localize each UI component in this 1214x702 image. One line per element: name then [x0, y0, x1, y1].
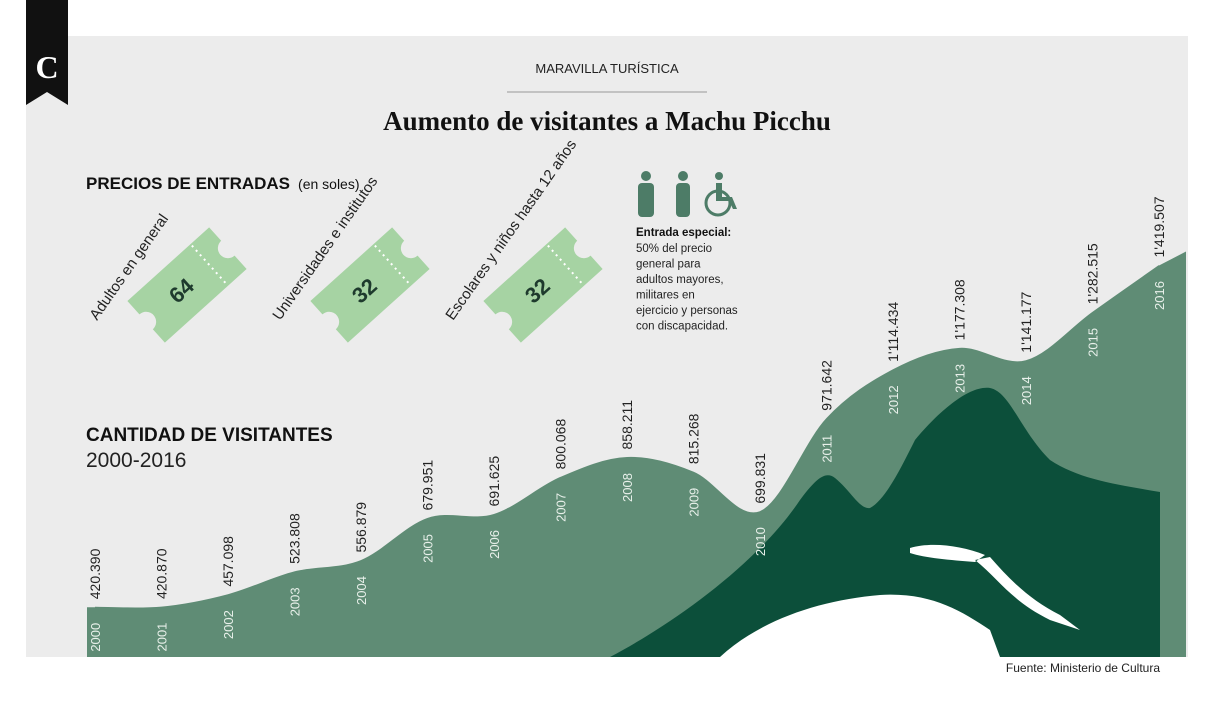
value-label: 679.951: [420, 460, 436, 511]
year-label: 2008: [620, 473, 635, 502]
year-label: 2013: [953, 364, 968, 393]
ticket: 64: [127, 227, 247, 343]
value-label: 1'177.308: [952, 279, 968, 340]
year-label: 2010: [753, 527, 768, 556]
special-line: con discapacidad.: [636, 321, 728, 333]
special-line: militares en: [636, 290, 695, 302]
value-label: 523.808: [287, 513, 303, 564]
special-line: general para: [636, 259, 701, 271]
special-line: adultos mayores,: [636, 274, 724, 286]
ticket-shape: [483, 227, 603, 343]
ticket-shape: [127, 227, 247, 343]
value-label: 457.098: [220, 536, 236, 587]
year-label: 2015: [1086, 328, 1101, 357]
value-label: 815.268: [686, 413, 702, 464]
ticket: 32: [483, 227, 603, 343]
special-line: 50% del precio: [636, 243, 712, 255]
ticket: 32: [310, 227, 430, 343]
ruins: [720, 544, 1080, 657]
year-label: 2003: [288, 587, 303, 616]
year-label: 2005: [421, 534, 436, 563]
logo: C: [35, 49, 58, 85]
value-label: 1'282.515: [1085, 243, 1101, 304]
value-label: 699.831: [752, 453, 768, 504]
prices-title-text: PRECIOS DE ENTRADAS: [86, 174, 290, 193]
year-label: 2001: [155, 623, 170, 652]
year-label: 2004: [354, 576, 369, 605]
title: Aumento de visitantes a Machu Picchu: [383, 106, 831, 136]
mountain: [610, 387, 1160, 657]
chart-subtitle: 2000-2016: [86, 449, 186, 472]
value-label: 691.625: [486, 456, 502, 507]
special-line: ejercicio y personas: [636, 305, 738, 317]
icons: [638, 171, 737, 217]
year-label: 2009: [687, 488, 702, 517]
prices-unit: (en soles): [298, 176, 359, 192]
value-label: 858.211: [619, 400, 635, 450]
year-label: 2000: [88, 623, 103, 652]
special-text: 50% del precio general para adultos mayore…: [636, 243, 738, 333]
special-title: Entrada especial:: [636, 227, 731, 239]
year-label: 2011: [820, 435, 835, 463]
value-label: 1'419.507: [1151, 196, 1167, 257]
year-label: 2012: [886, 385, 901, 414]
value-label: 971.642: [819, 360, 835, 411]
year-label: 2014: [1019, 376, 1034, 405]
value-label: 1'141.177: [1018, 291, 1034, 352]
value-label: 800.068: [553, 419, 569, 470]
prices-title: PRECIOS DE ENTRADAS (en soles): [86, 174, 360, 193]
chart-title: CANTIDAD DE VISITANTES: [86, 425, 333, 446]
kicker: MARAVILLA TURÍSTICA: [535, 61, 679, 76]
ticket-shape: [310, 227, 430, 343]
logo-badge: [26, 0, 68, 105]
year-label: 2016: [1152, 281, 1167, 310]
value-label: 556.879: [353, 502, 369, 553]
value-label: 420.870: [154, 548, 170, 599]
year-label: 2006: [487, 530, 502, 559]
source: Fuente: Ministerio de Cultura: [1006, 661, 1160, 675]
value-label: 420.390: [87, 548, 103, 599]
year-label: 2002: [221, 610, 236, 639]
value-label: 1'114.434: [885, 302, 901, 362]
area-line: [94, 265, 1160, 609]
year-label: 2007: [554, 493, 569, 522]
chart: 420.390 2000 420.870 2001 457.098 2002 523.808…: [87, 196, 1186, 657]
